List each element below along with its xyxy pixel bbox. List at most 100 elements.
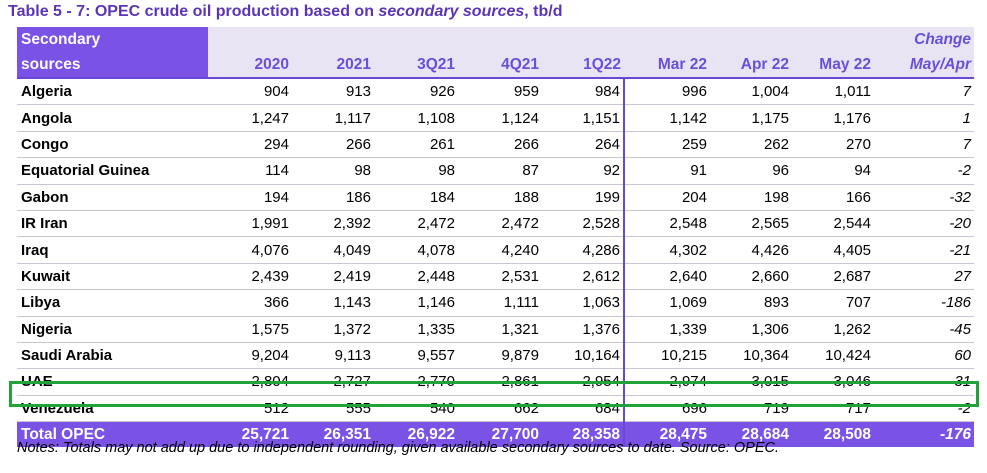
cell-value: 984 — [542, 78, 625, 106]
cell-value: 26,351 — [292, 421, 374, 448]
cell-value: 366 — [208, 289, 292, 317]
cell-value: 204 — [624, 184, 710, 211]
cell-value: 4,240 — [458, 236, 542, 264]
row-label: Algeria — [17, 78, 208, 106]
cell-value: 1,321 — [458, 316, 542, 343]
column-header: 1Q22 — [542, 52, 624, 79]
cell-change: 60 — [874, 342, 974, 370]
column-header: 3Q21 — [374, 52, 458, 79]
row-label: Libya — [17, 289, 208, 317]
row-label: Venezuela — [17, 395, 208, 423]
cell-change: 31 — [874, 368, 974, 396]
table-row: Nigeria 1,575 1,372 1,335 1,321 1,376 1,339 1,3… — [17, 316, 974, 343]
cell-value: 259 — [624, 131, 710, 159]
cell-value: 10,364 — [710, 342, 792, 370]
cell-value: 893 — [710, 289, 792, 317]
cell-value: 2,612 — [542, 263, 625, 291]
cell-value: 4,049 — [292, 236, 374, 264]
cell-value: 1,063 — [542, 289, 625, 317]
table-notes: Notes: Totals may not add up due to inde… — [17, 440, 780, 456]
cell-value: 2,544 — [792, 210, 874, 238]
title-suffix: , tb/d — [524, 3, 563, 20]
cell-change: 1 — [874, 104, 974, 132]
cell-change: -2 — [874, 157, 974, 185]
cell-value: 92 — [542, 157, 625, 185]
cell-value: 2,472 — [458, 210, 542, 238]
cell-value: 3,046 — [792, 368, 874, 396]
cell-value: 1,111 — [458, 289, 542, 317]
cell-value: 2,528 — [542, 210, 625, 238]
cell-value: 696 — [624, 395, 710, 423]
header-change-period: May/Apr — [874, 52, 974, 79]
cell-value: 188 — [458, 184, 542, 211]
cell-value: 1,069 — [624, 289, 710, 317]
cell-value: 1,108 — [374, 104, 458, 132]
cell-value: 2,660 — [710, 263, 792, 291]
table-row: Equatorial Guinea 114 98 98 87 92 91 96 94 -2 — [17, 157, 974, 185]
table-row: IR Iran 1,991 2,392 2,472 2,472 2,528 2,548 2,5… — [17, 210, 974, 238]
row-label: Nigeria — [17, 316, 208, 343]
cell-value: 10,164 — [542, 342, 625, 370]
cell-value: 28,475 — [624, 421, 710, 448]
table-row: Gabon 194 186 184 188 199 204 198 166 -32 — [17, 184, 974, 211]
cell-change: -186 — [874, 289, 974, 317]
cell-value: 114 — [208, 157, 292, 185]
cell-value: 1,151 — [542, 104, 625, 132]
cell-value: 1,117 — [292, 104, 374, 132]
cell-value: 27,700 — [458, 421, 542, 448]
row-label: Angola — [17, 104, 208, 132]
cell-change: -2 — [874, 395, 974, 423]
header-sources-label: sources — [17, 52, 208, 79]
cell-change: -21 — [874, 236, 974, 264]
cell-value: 166 — [792, 184, 874, 211]
cell-value: 2,770 — [374, 368, 458, 396]
cell-value: 25,721 — [208, 421, 292, 448]
header-row-1: Secondary Change — [17, 27, 974, 52]
cell-value: 184 — [374, 184, 458, 211]
cell-value: 3,015 — [710, 368, 792, 396]
total-row: Total OPEC 25,721 26,351 26,922 27,700 28,358… — [17, 421, 974, 448]
cell-value: 1,991 — [208, 210, 292, 238]
row-label: IR Iran — [17, 210, 208, 238]
cell-value: 913 — [292, 78, 374, 106]
cell-value: 540 — [374, 395, 458, 423]
cell-value: 662 — [458, 395, 542, 423]
cell-change: 7 — [874, 78, 974, 106]
column-header: May 22 — [792, 52, 874, 79]
cell-value: 91 — [624, 157, 710, 185]
cell-value: 4,405 — [792, 236, 874, 264]
column-header: Apr 22 — [710, 52, 792, 79]
cell-value: 2,565 — [710, 210, 792, 238]
cell-value: 9,204 — [208, 342, 292, 370]
row-label: Saudi Arabia — [17, 342, 208, 370]
table-row: Venezuela 512 555 540 662 684 696 719 717 -2 — [17, 395, 974, 423]
cell-value: 1,262 — [792, 316, 874, 343]
title-prefix: Table 5 - 7: OPEC crude oil production b… — [8, 3, 379, 20]
cell-value: 2,687 — [792, 263, 874, 291]
row-label: Total OPEC — [17, 421, 208, 448]
cell-value: 198 — [710, 184, 792, 211]
cell-value: 4,076 — [208, 236, 292, 264]
cell-value: 186 — [292, 184, 374, 211]
cell-value: 684 — [542, 395, 625, 423]
cell-change: 7 — [874, 131, 974, 159]
cell-value: 2,439 — [208, 263, 292, 291]
header-row-2: sources 2020 2021 3Q21 4Q21 1Q22 Mar 22 … — [17, 52, 974, 79]
row-label: Iraq — [17, 236, 208, 264]
cell-value: 1,011 — [792, 78, 874, 106]
cell-value: 2,419 — [292, 263, 374, 291]
cell-value: 266 — [458, 131, 542, 159]
table-row: Angola 1,247 1,117 1,108 1,124 1,151 1,142 1,17… — [17, 104, 974, 132]
cell-value: 1,124 — [458, 104, 542, 132]
cell-value: 87 — [458, 157, 542, 185]
table-row: Libya 366 1,143 1,146 1,111 1,063 1,069 893 707-… — [17, 289, 974, 317]
table-row: UAE 2,804 2,727 2,770 2,861 2,954 2,974 3,015 3,… — [17, 368, 974, 396]
cell-value: 1,376 — [542, 316, 625, 343]
cell-value: 199 — [542, 184, 625, 211]
cell-value: 1,146 — [374, 289, 458, 317]
cell-value: 261 — [374, 131, 458, 159]
cell-value: 2,472 — [374, 210, 458, 238]
header-first-label: Secondary — [17, 27, 208, 52]
cell-value: 9,113 — [292, 342, 374, 370]
cell-value: 270 — [792, 131, 874, 159]
